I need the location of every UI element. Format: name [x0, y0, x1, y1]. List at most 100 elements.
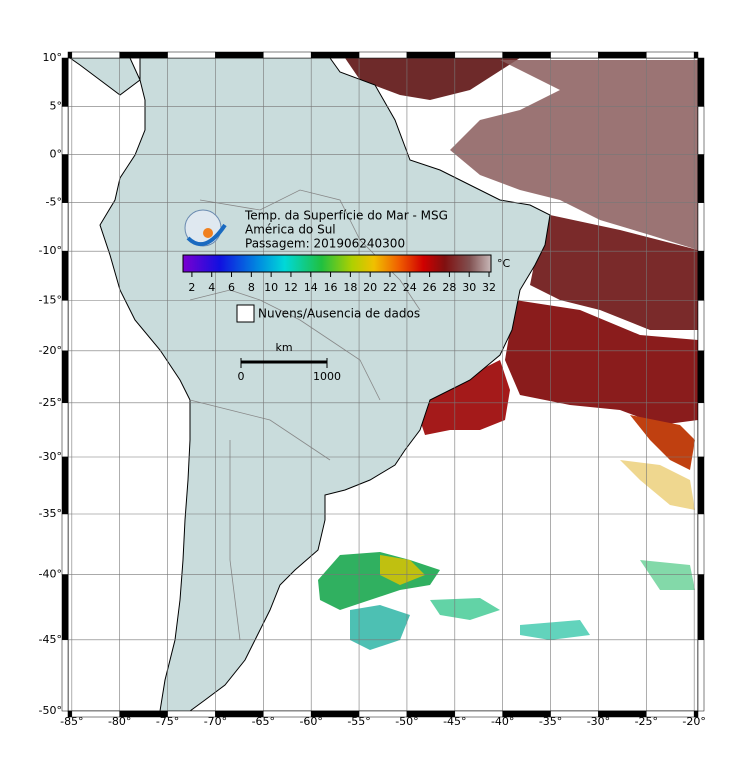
- y-tick-label: -50°: [39, 704, 62, 717]
- x-tick-label: -55°: [347, 715, 370, 728]
- frame-segment: [697, 202, 705, 252]
- frame-segment: [697, 456, 705, 515]
- frame-segment: [697, 574, 705, 641]
- scale-unit: km: [275, 341, 292, 354]
- x-tick-label: -20°: [682, 715, 705, 728]
- frame-segment: [406, 51, 456, 59]
- frame-segment: [61, 574, 69, 641]
- frame-segment: [119, 51, 168, 59]
- frame-segment: [61, 513, 69, 575]
- y-tick-label: -35°: [39, 507, 62, 520]
- y-tick-label: 0°: [50, 148, 63, 161]
- y-tick-label: 10°: [43, 51, 63, 64]
- frame-segment: [697, 639, 705, 712]
- colorbar-tick-label: 16: [324, 281, 338, 294]
- y-tick-label: -15°: [39, 293, 62, 306]
- frame-segment: [61, 300, 69, 352]
- title-line: Temp. da Superfície do Mar - MSG: [244, 209, 448, 223]
- frame-segment: [646, 51, 695, 59]
- frame-segment: [61, 350, 69, 404]
- scale-bar: km 0 1000: [238, 341, 342, 383]
- colorbar-tick-label: 20: [363, 281, 377, 294]
- colorbar-tick-label: 12: [284, 281, 298, 294]
- colorbar-tick-label: 22: [383, 281, 397, 294]
- x-tick-label: -35°: [539, 715, 562, 728]
- y-tick-label: -45°: [39, 633, 62, 646]
- colorbar-tick-label: 26: [423, 281, 437, 294]
- colorbar-tick-label: 10: [264, 281, 278, 294]
- y-tick-label: -10°: [39, 244, 62, 257]
- frame-segment: [61, 250, 69, 301]
- frame-segment: [67, 51, 73, 59]
- colorbar-tick-label: 2: [188, 281, 195, 294]
- frame-segment: [61, 154, 69, 203]
- x-tick-label: -60°: [299, 715, 322, 728]
- x-tick-label: -45°: [443, 715, 466, 728]
- scale-tick-label: 1000: [313, 370, 341, 383]
- frame-segment: [502, 51, 551, 59]
- colorbar-tick-label: 8: [248, 281, 255, 294]
- frame-segment: [71, 51, 120, 59]
- frame-segment: [697, 513, 705, 575]
- frame-segment: [167, 51, 216, 59]
- frame-segment: [697, 300, 705, 352]
- x-tick-label: -75°: [156, 715, 179, 728]
- x-tick-label: -40°: [491, 715, 514, 728]
- frame-segment: [697, 250, 705, 301]
- frame-segment: [215, 51, 264, 59]
- frame-segment: [61, 106, 69, 155]
- legend-swatch: [236, 304, 255, 323]
- x-tick-label: -80°: [108, 715, 131, 728]
- x-tick-label: -30°: [587, 715, 610, 728]
- colorbar-unit: °C: [497, 257, 511, 270]
- frame-segment: [693, 710, 699, 718]
- frame-segment: [693, 51, 699, 59]
- frame-segment: [358, 51, 408, 59]
- x-tick-label: -65°: [252, 715, 275, 728]
- colorbar-tick-label: 30: [462, 281, 476, 294]
- y-tick-label: -5°: [46, 196, 62, 209]
- y-tick-label: -20°: [39, 344, 62, 357]
- colorbar-tick-label: 4: [208, 281, 215, 294]
- legend-label: Nuvens/Ausencia de dados: [258, 307, 420, 321]
- title-line: Passagem: 201906240300: [245, 237, 405, 251]
- frame-ticks: [61, 51, 705, 718]
- colorbar-tick-label: 18: [343, 281, 357, 294]
- frame-segment: [454, 51, 503, 59]
- frame-segment: [61, 639, 69, 712]
- frame-segment: [61, 202, 69, 252]
- map-area: [69, 58, 698, 711]
- frame-segment: [697, 106, 705, 155]
- x-tick-label: -70°: [204, 715, 227, 728]
- x-tick-label: -25°: [635, 715, 658, 728]
- colorbar-tick-label: 6: [228, 281, 235, 294]
- y-tick-label: -40°: [39, 568, 62, 581]
- frame-segment: [61, 57, 69, 107]
- frame-segment: [61, 402, 69, 458]
- frame-segment: [697, 350, 705, 404]
- frame-segment: [61, 456, 69, 515]
- frame-segment: [697, 154, 705, 203]
- frame-segment: [550, 51, 599, 59]
- colorbar-tick-label: 24: [403, 281, 417, 294]
- x-tick-label: -50°: [395, 715, 418, 728]
- colorbar-tick-label: 14: [304, 281, 318, 294]
- y-tick-label: -25°: [39, 396, 62, 409]
- frame-segment: [263, 51, 312, 59]
- x-tick-label: -85°: [60, 715, 83, 728]
- frame-segment: [697, 57, 705, 107]
- frame-segment: [310, 51, 360, 59]
- colorbar-ticks: 2 4 6 8 10 12 14 16 18 20 22 24 26 28 30 32: [188, 272, 496, 294]
- frame-segment: [697, 402, 705, 458]
- y-tick-label: 5°: [50, 99, 63, 112]
- title-line: América do Sul: [245, 223, 336, 237]
- frame-segment: [598, 51, 647, 59]
- colorbar-tick-label: 28: [442, 281, 456, 294]
- y-tick-label: -30°: [39, 450, 62, 463]
- colorbar-tick-label: 32: [482, 281, 496, 294]
- colorbar: [182, 254, 492, 273]
- logo: [184, 209, 227, 247]
- scale-tick-label: 0: [238, 370, 245, 383]
- borders: [189, 189, 421, 641]
